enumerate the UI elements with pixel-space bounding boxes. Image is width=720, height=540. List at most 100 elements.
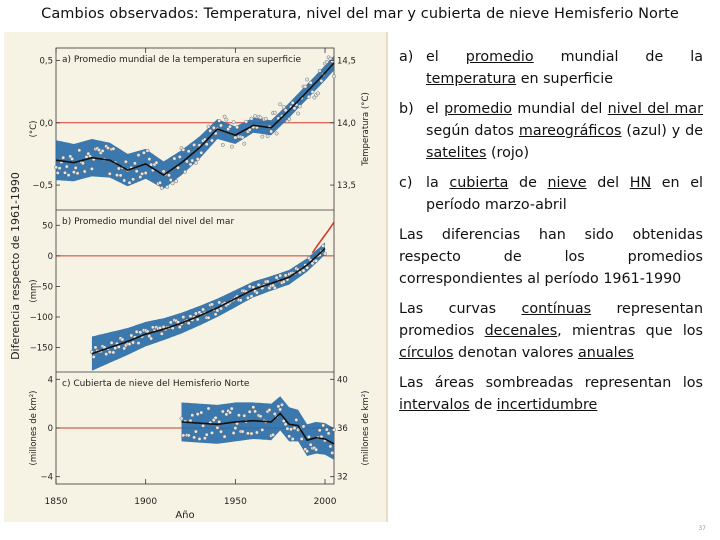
annual-value-sea-level	[305, 265, 309, 270]
annual-value-temperature	[233, 135, 238, 140]
y-tick-label-left-snow-cover: 0	[48, 424, 53, 434]
annual-value-temperature	[145, 148, 150, 153]
annual-value-snow-cover	[201, 423, 206, 428]
annual-value-snow-cover	[229, 406, 234, 411]
annual-value-temperature	[208, 128, 213, 133]
annual-value-sea-level	[122, 346, 127, 351]
item-a: a) el promedio mundial de la temperatura…	[399, 46, 703, 90]
page-number: 37	[698, 525, 706, 532]
panel-title-sea-level: b) Promedio mundial del nivel del mar	[62, 217, 234, 227]
annual-value-sea-level	[210, 302, 214, 307]
annual-value-snow-cover	[283, 422, 288, 427]
x-axis-label: Año	[175, 510, 194, 521]
annual-value-snow-cover	[204, 432, 209, 437]
panel-title-snow-cover: c) Cubierta de nieve del Hemisferio Nort…	[62, 379, 250, 389]
annual-value-temperature	[258, 115, 263, 120]
item-b-label: b)	[399, 101, 414, 117]
annual-value-sea-level	[107, 350, 112, 354]
y-tick-label-left-snow-cover: 4	[48, 375, 53, 385]
x-tick-label: 1850	[45, 497, 68, 507]
annual-value-temperature	[269, 129, 274, 134]
annual-value-temperature	[75, 171, 80, 176]
p2-text-2: representan promedios	[399, 301, 703, 339]
annual-value-temperature	[290, 101, 295, 105]
annual-value-snow-cover	[192, 435, 197, 440]
annual-value-sea-level	[283, 273, 288, 278]
annual-value-sea-level	[136, 341, 141, 345]
item-c-text-1: la	[426, 175, 450, 191]
annual-value-temperature	[281, 105, 286, 110]
annual-value-snow-cover	[199, 410, 204, 415]
annual-value-sea-level	[247, 284, 252, 289]
annual-value-sea-level	[215, 308, 220, 313]
annual-value-temperature	[199, 150, 204, 155]
annual-value-snow-cover	[299, 436, 304, 441]
annual-value-snow-cover	[245, 431, 250, 436]
annual-value-temperature	[177, 155, 182, 159]
item-b-text-4: (azul) y de	[621, 123, 704, 139]
annual-value-temperature	[138, 175, 143, 179]
annual-value-temperature	[68, 154, 73, 159]
annual-value-temperature	[111, 146, 116, 151]
annual-value-temperature	[240, 135, 245, 140]
annual-value-sea-level	[254, 290, 259, 295]
annual-value-temperature	[224, 117, 229, 122]
y-tick-label-left-sea-level: 50	[42, 221, 53, 231]
annual-value-snow-cover	[276, 404, 281, 409]
item-b: b) el promedio mundial del nivel del mar…	[399, 98, 703, 164]
annual-value-snow-cover	[301, 424, 306, 429]
y-tick-label-right-temperature: 13,5	[337, 181, 356, 191]
annual-value-temperature	[154, 160, 159, 165]
annual-value-snow-cover	[224, 412, 229, 417]
annual-value-sea-level	[186, 321, 191, 326]
annual-value-sea-level	[321, 243, 326, 248]
annual-value-snow-cover	[219, 429, 223, 434]
annual-value-temperature	[184, 159, 189, 164]
annual-value-temperature	[188, 162, 193, 167]
satellite-series	[311, 221, 335, 254]
annual-value-temperature	[297, 104, 302, 109]
annual-value-snow-cover	[213, 415, 218, 420]
uncertainty-band-temperature	[56, 55, 334, 189]
annual-value-temperature	[303, 84, 308, 89]
annual-value-temperature	[186, 149, 191, 154]
annual-value-temperature	[249, 116, 254, 121]
annual-value-temperature	[308, 80, 313, 85]
item-c-underline-2: nieve	[547, 175, 587, 191]
annual-value-temperature	[158, 180, 162, 185]
annual-value-snow-cover	[324, 427, 329, 432]
annual-value-snow-cover	[314, 447, 318, 452]
annual-value-snow-cover	[210, 430, 214, 435]
annual-value-temperature	[170, 181, 175, 186]
annual-value-temperature	[167, 173, 171, 178]
item-c-underline-1: cubierta	[449, 175, 509, 191]
annual-value-snow-cover	[206, 406, 211, 411]
shared-y-axis-label: Diferencia respecto de 1961-1990	[9, 172, 22, 360]
annual-value-sea-level	[109, 340, 114, 345]
plot-frame	[55, 47, 335, 485]
annual-value-temperature	[70, 157, 75, 161]
annual-value-temperature	[292, 106, 297, 111]
p3-underline-2: incertidumbre	[496, 397, 598, 413]
annual-value-snow-cover	[247, 409, 252, 414]
annual-value-temperature	[86, 151, 91, 156]
annual-value-sea-level	[134, 329, 139, 334]
annual-value-snow-cover	[267, 408, 272, 412]
annual-value-snow-cover	[220, 409, 225, 414]
item-b-text: el promedio mundial del nivel del mar se…	[426, 98, 703, 164]
item-c-text-4: en el período marzo-abril	[426, 175, 704, 213]
x-tick-label: 1900	[134, 497, 157, 507]
item-c-text: la cubierta de nieve del HN en el períod…	[426, 172, 703, 216]
y-tick-label-right-snow-cover: 36	[337, 424, 348, 434]
annual-value-temperature	[220, 143, 225, 147]
annual-value-temperature	[319, 79, 324, 83]
slide-title: Cambios observados: Temperatura, nivel d…	[41, 6, 679, 22]
annual-value-snow-cover	[326, 431, 331, 436]
uncertainty-band-snow-cover	[181, 396, 334, 460]
annual-value-snow-cover	[305, 449, 309, 454]
item-c-underline-3: HN	[629, 175, 652, 191]
annual-value-snow-cover	[197, 436, 202, 441]
annual-value-temperature	[274, 131, 279, 136]
annual-value-sea-level	[104, 352, 109, 356]
p2-underline-2: decenales	[484, 323, 558, 339]
